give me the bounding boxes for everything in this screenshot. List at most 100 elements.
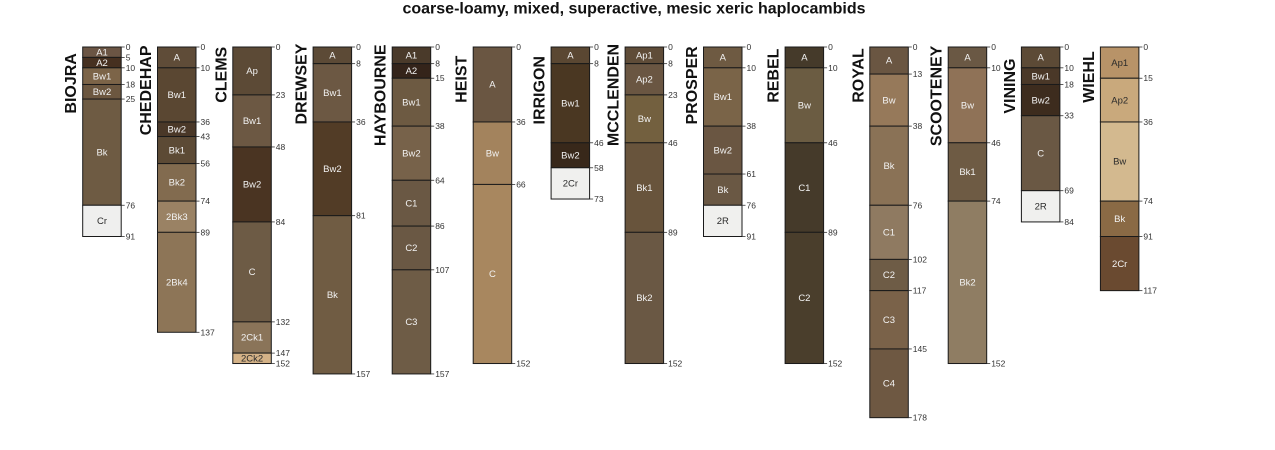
svg-text:74: 74 (201, 196, 211, 206)
svg-text:10: 10 (1064, 63, 1074, 73)
svg-text:coarse-loamy, mixed, superacti: coarse-loamy, mixed, superactive, mesic … (402, 1, 865, 18)
svg-text:145: 145 (913, 344, 927, 354)
svg-text:A: A (720, 53, 727, 64)
svg-text:2Ck2: 2Ck2 (241, 354, 263, 365)
svg-text:A1: A1 (96, 47, 108, 58)
svg-text:Bk: Bk (327, 290, 338, 301)
svg-text:8: 8 (668, 59, 673, 69)
svg-text:Ap1: Ap1 (636, 51, 653, 62)
svg-text:46: 46 (828, 138, 838, 148)
svg-text:36: 36 (201, 117, 211, 127)
svg-text:89: 89 (201, 227, 211, 237)
svg-text:Bw2: Bw2 (714, 145, 732, 156)
svg-text:A: A (964, 53, 971, 64)
svg-text:IRRIGON: IRRIGON (532, 56, 549, 124)
svg-text:Bw2: Bw2 (561, 151, 579, 162)
svg-text:69: 69 (1064, 186, 1074, 196)
svg-text:66: 66 (516, 179, 526, 189)
svg-text:A2: A2 (406, 66, 418, 77)
svg-text:152: 152 (276, 359, 290, 369)
svg-text:Bw1: Bw1 (1031, 71, 1049, 82)
svg-text:A: A (567, 51, 574, 62)
svg-text:Bk1: Bk1 (169, 145, 185, 156)
svg-text:HEIST: HEIST (454, 55, 471, 102)
svg-text:64: 64 (435, 175, 445, 185)
svg-text:0: 0 (201, 42, 206, 52)
svg-text:A1: A1 (406, 51, 418, 62)
svg-text:0: 0 (668, 42, 673, 52)
svg-text:46: 46 (594, 138, 604, 148)
svg-text:76: 76 (913, 200, 923, 210)
svg-text:0: 0 (913, 42, 918, 52)
svg-text:HAYBOURNE: HAYBOURNE (373, 44, 390, 146)
svg-text:117: 117 (913, 286, 927, 296)
svg-text:2R: 2R (1035, 202, 1047, 213)
svg-text:Bw1: Bw1 (168, 90, 186, 101)
svg-text:Bk2: Bk2 (959, 278, 975, 289)
svg-text:C1: C1 (405, 198, 417, 209)
svg-text:Cr: Cr (97, 216, 107, 227)
svg-text:2Bk4: 2Bk4 (166, 278, 188, 289)
svg-text:C2: C2 (883, 270, 895, 281)
svg-text:SCOOTENEY: SCOOTENEY (929, 45, 946, 146)
svg-text:0: 0 (126, 42, 131, 52)
svg-text:0: 0 (991, 42, 996, 52)
svg-text:Bw2: Bw2 (168, 125, 186, 136)
svg-text:Bw2: Bw2 (243, 180, 261, 191)
svg-text:Bk: Bk (883, 161, 894, 172)
svg-text:2Bk3: 2Bk3 (166, 212, 188, 223)
svg-text:DREWSEY: DREWSEY (294, 43, 311, 124)
svg-text:74: 74 (1143, 196, 1153, 206)
svg-text:Bw1: Bw1 (714, 92, 732, 103)
svg-text:Bw2: Bw2 (323, 164, 341, 175)
svg-text:C: C (249, 267, 256, 278)
svg-text:Bk1: Bk1 (959, 167, 975, 178)
svg-text:C3: C3 (883, 315, 895, 326)
svg-text:ROYAL: ROYAL (850, 48, 867, 103)
svg-text:147: 147 (276, 348, 290, 358)
svg-text:BIOJRA: BIOJRA (63, 53, 80, 114)
svg-text:0: 0 (356, 42, 361, 52)
svg-text:Ap2: Ap2 (1111, 95, 1128, 106)
svg-text:Bk2: Bk2 (636, 293, 652, 304)
svg-text:132: 132 (276, 317, 290, 327)
svg-text:36: 36 (1143, 117, 1153, 127)
svg-text:Bw2: Bw2 (1031, 95, 1049, 106)
svg-text:10: 10 (201, 63, 211, 73)
svg-text:C2: C2 (798, 293, 810, 304)
svg-text:VINING: VINING (1002, 58, 1019, 113)
svg-text:152: 152 (828, 359, 842, 369)
svg-text:0: 0 (747, 42, 752, 52)
svg-text:Bw: Bw (961, 101, 974, 112)
svg-text:117: 117 (1143, 286, 1157, 296)
svg-text:81: 81 (356, 211, 366, 221)
svg-text:2Cr: 2Cr (1112, 259, 1127, 270)
svg-text:137: 137 (201, 327, 215, 337)
svg-text:73: 73 (594, 194, 604, 204)
svg-text:C3: C3 (405, 317, 417, 328)
svg-text:0: 0 (516, 42, 521, 52)
svg-text:C: C (489, 269, 496, 280)
svg-text:A: A (886, 56, 893, 67)
svg-text:A: A (329, 51, 336, 62)
svg-text:38: 38 (747, 121, 757, 131)
svg-text:Bw1: Bw1 (243, 116, 261, 127)
svg-text:Bk: Bk (717, 185, 728, 196)
svg-text:Ap2: Ap2 (636, 75, 653, 86)
svg-text:36: 36 (516, 117, 526, 127)
svg-text:56: 56 (201, 159, 211, 169)
svg-text:A: A (801, 53, 808, 64)
svg-text:Bw: Bw (882, 95, 895, 106)
svg-text:REBEL: REBEL (766, 48, 783, 102)
svg-text:2Cr: 2Cr (563, 179, 578, 190)
svg-text:0: 0 (1143, 42, 1148, 52)
svg-text:8: 8 (356, 59, 361, 69)
svg-text:157: 157 (435, 369, 449, 379)
svg-text:Bw2: Bw2 (93, 87, 111, 98)
svg-text:102: 102 (913, 254, 927, 264)
svg-text:Bk: Bk (96, 147, 107, 158)
svg-text:A: A (1038, 53, 1045, 64)
svg-text:5: 5 (126, 52, 131, 62)
svg-text:Bk2: Bk2 (169, 178, 185, 189)
svg-text:46: 46 (991, 138, 1001, 148)
